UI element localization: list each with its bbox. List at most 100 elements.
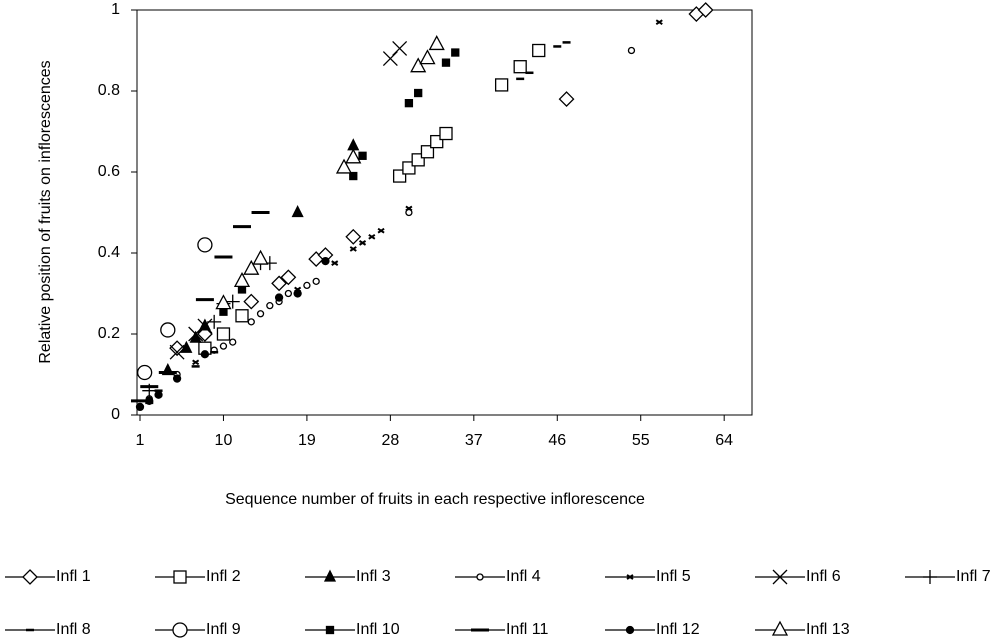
- series: [169, 41, 408, 360]
- marker: [420, 145, 435, 159]
- legend-entry: Infl 1: [5, 568, 91, 585]
- legend-entry: Infl 13: [755, 620, 850, 638]
- marker: [243, 259, 260, 275]
- legend-label: Infl 6: [806, 568, 841, 585]
- series: [136, 237, 213, 381]
- marker: [476, 573, 484, 581]
- marker: [368, 233, 376, 240]
- legend-label: Infl 3: [356, 568, 391, 585]
- series: [169, 2, 714, 357]
- marker: [235, 309, 249, 323]
- y-tick-label: 0.4: [98, 244, 120, 261]
- marker: [410, 57, 427, 73]
- marker: [558, 91, 575, 108]
- marker: [252, 249, 269, 265]
- x-tick-label: 55: [632, 432, 650, 449]
- x-tick-label: 64: [715, 432, 733, 449]
- marker: [419, 49, 436, 65]
- marker: [349, 246, 357, 252]
- marker: [154, 390, 163, 399]
- y-tick-label: 1: [111, 1, 120, 18]
- marker: [404, 99, 414, 108]
- marker: [271, 275, 288, 292]
- marker: [256, 310, 265, 318]
- marker: [625, 625, 635, 635]
- legend-label: Infl 13: [806, 621, 850, 638]
- marker: [274, 293, 284, 302]
- y-tick-label: 0: [111, 406, 120, 423]
- marker: [188, 326, 204, 342]
- legend-label: Infl 9: [206, 621, 241, 638]
- series: [135, 256, 330, 412]
- marker: [655, 19, 663, 25]
- marker: [321, 256, 330, 266]
- marker: [225, 294, 240, 309]
- series: [192, 19, 663, 366]
- legend-entry: Infl 4: [455, 568, 541, 585]
- legend-entry: Infl 9: [155, 621, 241, 638]
- legend-entry: Infl 2: [155, 568, 241, 585]
- marker: [247, 318, 255, 326]
- marker: [349, 171, 358, 181]
- legend-entry: Infl 6: [755, 568, 841, 585]
- marker: [284, 289, 293, 298]
- marker: [197, 237, 213, 253]
- y-tick-label: 0.2: [98, 325, 120, 342]
- series: [215, 35, 445, 310]
- marker: [280, 269, 297, 286]
- marker: [219, 342, 228, 350]
- marker: [312, 277, 320, 286]
- x-tick-label: 37: [465, 432, 483, 449]
- marker: [532, 43, 546, 58]
- marker: [136, 364, 153, 381]
- marker: [335, 158, 353, 174]
- marker: [414, 88, 423, 98]
- x-tick-label: 46: [548, 432, 566, 449]
- legend-entry: Infl 11: [455, 621, 549, 638]
- x-tick-label: 19: [298, 432, 316, 449]
- marker: [513, 60, 527, 74]
- marker: [494, 78, 509, 92]
- marker: [200, 350, 210, 359]
- marker: [345, 228, 362, 245]
- marker: [293, 289, 302, 298]
- y-tick-label: 0.8: [98, 82, 120, 99]
- marker: [233, 271, 251, 288]
- marker: [169, 344, 185, 360]
- legend-label: Infl 5: [656, 568, 691, 585]
- legend-entry: Infl 3: [305, 568, 391, 585]
- legend-label: Infl 4: [506, 568, 541, 585]
- marker: [923, 570, 937, 584]
- marker: [626, 574, 634, 580]
- marker: [135, 402, 145, 412]
- x-axis-title: Sequence number of fruits in each respec…: [225, 491, 645, 508]
- legend-label: Infl 11: [506, 621, 549, 638]
- marker: [697, 2, 714, 18]
- marker: [173, 570, 187, 584]
- marker: [192, 359, 200, 366]
- legend-entry: Infl 7: [905, 568, 991, 585]
- marker: [772, 569, 788, 585]
- legend-entry: Infl 8: [5, 621, 91, 638]
- marker: [216, 327, 231, 341]
- marker: [303, 281, 311, 290]
- marker: [441, 58, 451, 67]
- legend-label: Infl 10: [356, 621, 400, 638]
- x-tick-label: 10: [215, 432, 233, 449]
- legend-entry: Infl 10: [305, 621, 400, 638]
- marker: [392, 41, 408, 56]
- marker: [377, 227, 385, 234]
- marker: [207, 314, 222, 329]
- marker: [358, 240, 367, 246]
- marker: [323, 569, 337, 582]
- marker: [627, 46, 636, 55]
- marker: [172, 622, 188, 638]
- marker: [266, 301, 274, 310]
- marker: [325, 625, 335, 635]
- marker: [172, 374, 182, 383]
- x-tick-label: 28: [381, 432, 399, 449]
- marker: [358, 151, 367, 160]
- marker: [345, 148, 362, 164]
- x-tick-label: 1: [136, 432, 145, 449]
